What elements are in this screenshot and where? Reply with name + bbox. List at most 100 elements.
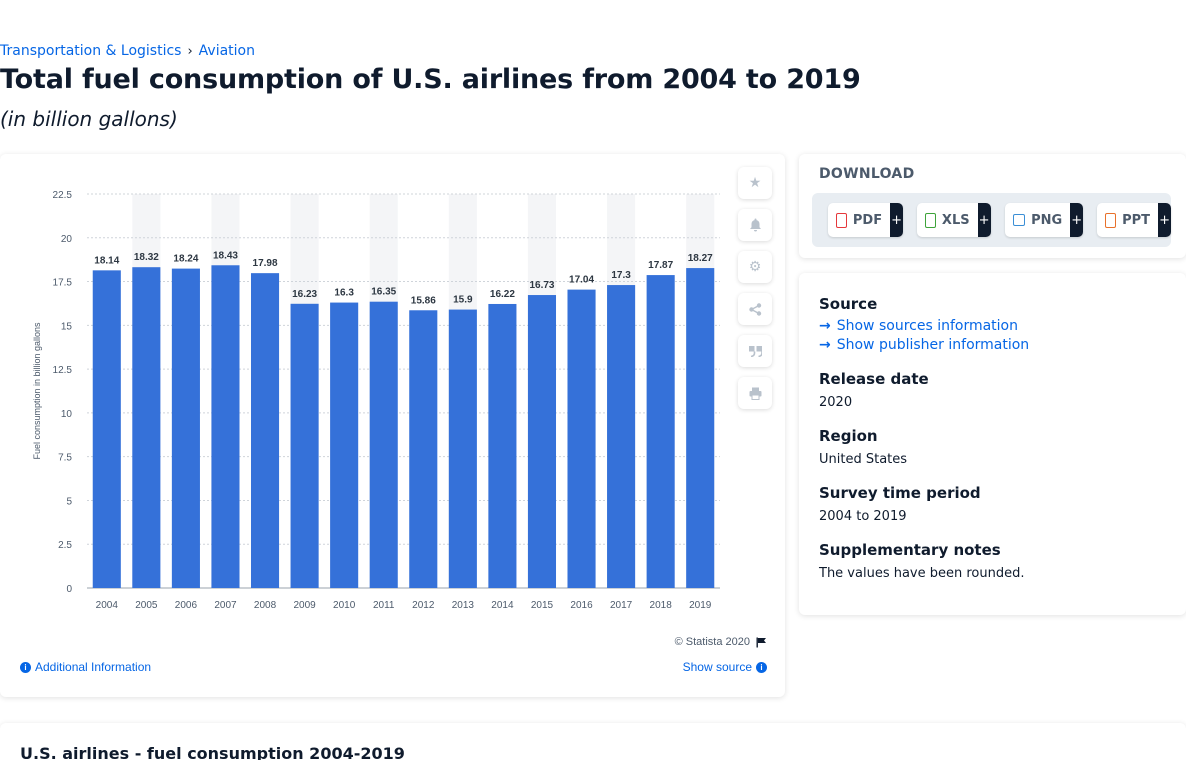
chart-tools: ★ ⚙ [738,167,772,409]
breadcrumb-aviation[interactable]: Aviation [198,43,255,59]
data-label: 18.14 [94,255,119,266]
x-tick-label: 2016 [570,600,593,611]
print-icon[interactable] [738,377,772,409]
bell-icon[interactable] [738,209,772,241]
plus-icon: + [1070,203,1084,237]
related-title[interactable]: U.S. airlines - fuel consumption 2004-20… [20,744,405,760]
related-card: U.S. airlines - fuel consumption 2004-20… [0,723,1186,760]
page-title: Total fuel consumption of U.S. airlines … [0,64,861,95]
gear-icon[interactable]: ⚙ [738,251,772,283]
data-label: 18.32 [134,252,159,263]
bar [171,268,200,588]
y-tick-label: 2.5 [58,540,72,551]
data-label: 18.24 [173,254,198,265]
show-publisher-link[interactable]: → Show publisher information [819,337,1166,353]
download-card: DOWNLOAD PDF + XLS + PNG + PPT + [799,154,1186,258]
bar [567,289,596,588]
notes-label: Supplementary notes [819,541,1001,559]
breadcrumb-transportation[interactable]: Transportation & Logistics [0,43,182,59]
y-axis-title: Fuel consumption in billion gallons [32,322,42,460]
pdf-file-icon [836,212,847,228]
x-tick-label: 2009 [293,600,316,611]
x-tick-label: 2006 [175,600,198,611]
release-block: Release date 2020 [819,370,1166,410]
download-xls-button[interactable]: XLS + [917,203,991,237]
statistic-details: Source → Show sources information → Show… [799,273,1186,615]
chart-copyright: © Statista 2020 [675,636,767,648]
y-tick-label: 5 [66,496,72,507]
bar [607,285,636,588]
x-tick-label: 2014 [491,600,514,611]
png-file-icon [1012,214,1026,226]
plus-icon: + [890,203,903,237]
x-tick-label: 2010 [333,600,356,611]
info-icon: i [20,661,31,673]
copyright-text: © Statista 2020 [674,636,750,648]
data-label: 17.98 [253,258,278,269]
bar [290,303,319,588]
x-tick-label: 2005 [135,600,158,611]
x-tick-label: 2007 [214,600,237,611]
bar [250,273,280,588]
bar [132,267,161,588]
show-source-label: Show source [682,660,752,674]
data-label: 16.22 [490,289,515,300]
x-tick-label: 2012 [412,600,435,611]
xls-file-icon [925,212,936,228]
bar [686,268,715,588]
x-tick-label: 2011 [373,600,395,611]
quote-icon[interactable] [738,335,772,367]
show-sources-label: Show sources information [836,318,1018,334]
breadcrumb-separator: › [187,43,193,59]
data-label: 18.27 [688,253,713,264]
data-label: 17.87 [648,260,673,271]
flag-icon[interactable] [756,637,767,648]
survey-block: Survey time period 2004 to 2019 [819,484,1166,524]
bar [211,265,240,588]
show-sources-link[interactable]: → Show sources information [819,318,1166,334]
bar [409,310,438,588]
data-label: 16.3 [334,288,354,299]
download-pdf-button[interactable]: PDF + [828,203,903,237]
data-label: 16.35 [371,287,396,298]
data-label: 16.23 [292,289,317,300]
download-png-button[interactable]: PNG + [1004,203,1084,237]
download-title: DOWNLOAD [819,166,915,182]
download-png-label: PNG [1031,212,1063,228]
bar [92,270,121,588]
release-value: 2020 [819,395,853,410]
data-label: 17.04 [569,275,594,286]
y-tick-label: 10 [61,409,73,420]
share-icon[interactable] [738,293,772,325]
data-label: 16.73 [529,280,554,291]
x-tick-label: 2019 [689,600,712,611]
download-ppt-button[interactable]: PPT + [1097,203,1171,237]
y-tick-label: 7.5 [58,453,72,464]
plus-icon: + [1158,203,1171,237]
page-subtitle: (in billion gallons) [0,107,178,131]
additional-information-link[interactable]: i Additional Information [20,660,151,674]
show-source-link[interactable]: Show source i [683,660,767,674]
x-tick-label: 2004 [96,600,119,611]
region-label: Region [819,427,878,445]
breadcrumb: Transportation & Logistics › Aviation [0,43,255,59]
region-block: Region United States [819,427,1166,467]
download-ppt-label: PPT [1122,212,1151,228]
x-tick-label: 2013 [452,600,475,611]
x-tick-label: 2017 [610,600,633,611]
bar [330,302,359,588]
download-bar: PDF + XLS + PNG + PPT + [812,193,1171,247]
bar [448,309,477,588]
notes-value: The values have been rounded. [819,566,1025,581]
download-pdf-label: PDF [852,212,883,228]
data-label: 18.43 [213,250,238,261]
y-tick-label: 17.5 [53,278,73,289]
survey-value: 2004 to 2019 [819,509,907,524]
chart-card: 0 2.5 5 7.5 10 12.5 15 17.5 20 22.5 18.14 2004 18.32… [0,154,785,697]
x-tick-label: 2015 [531,600,554,611]
release-label: Release date [819,370,929,388]
x-tick-label: 2008 [254,600,277,611]
y-tick-label: 12.5 [53,365,73,376]
download-xls-label: XLS [941,212,970,228]
star-icon[interactable]: ★ [738,167,772,199]
